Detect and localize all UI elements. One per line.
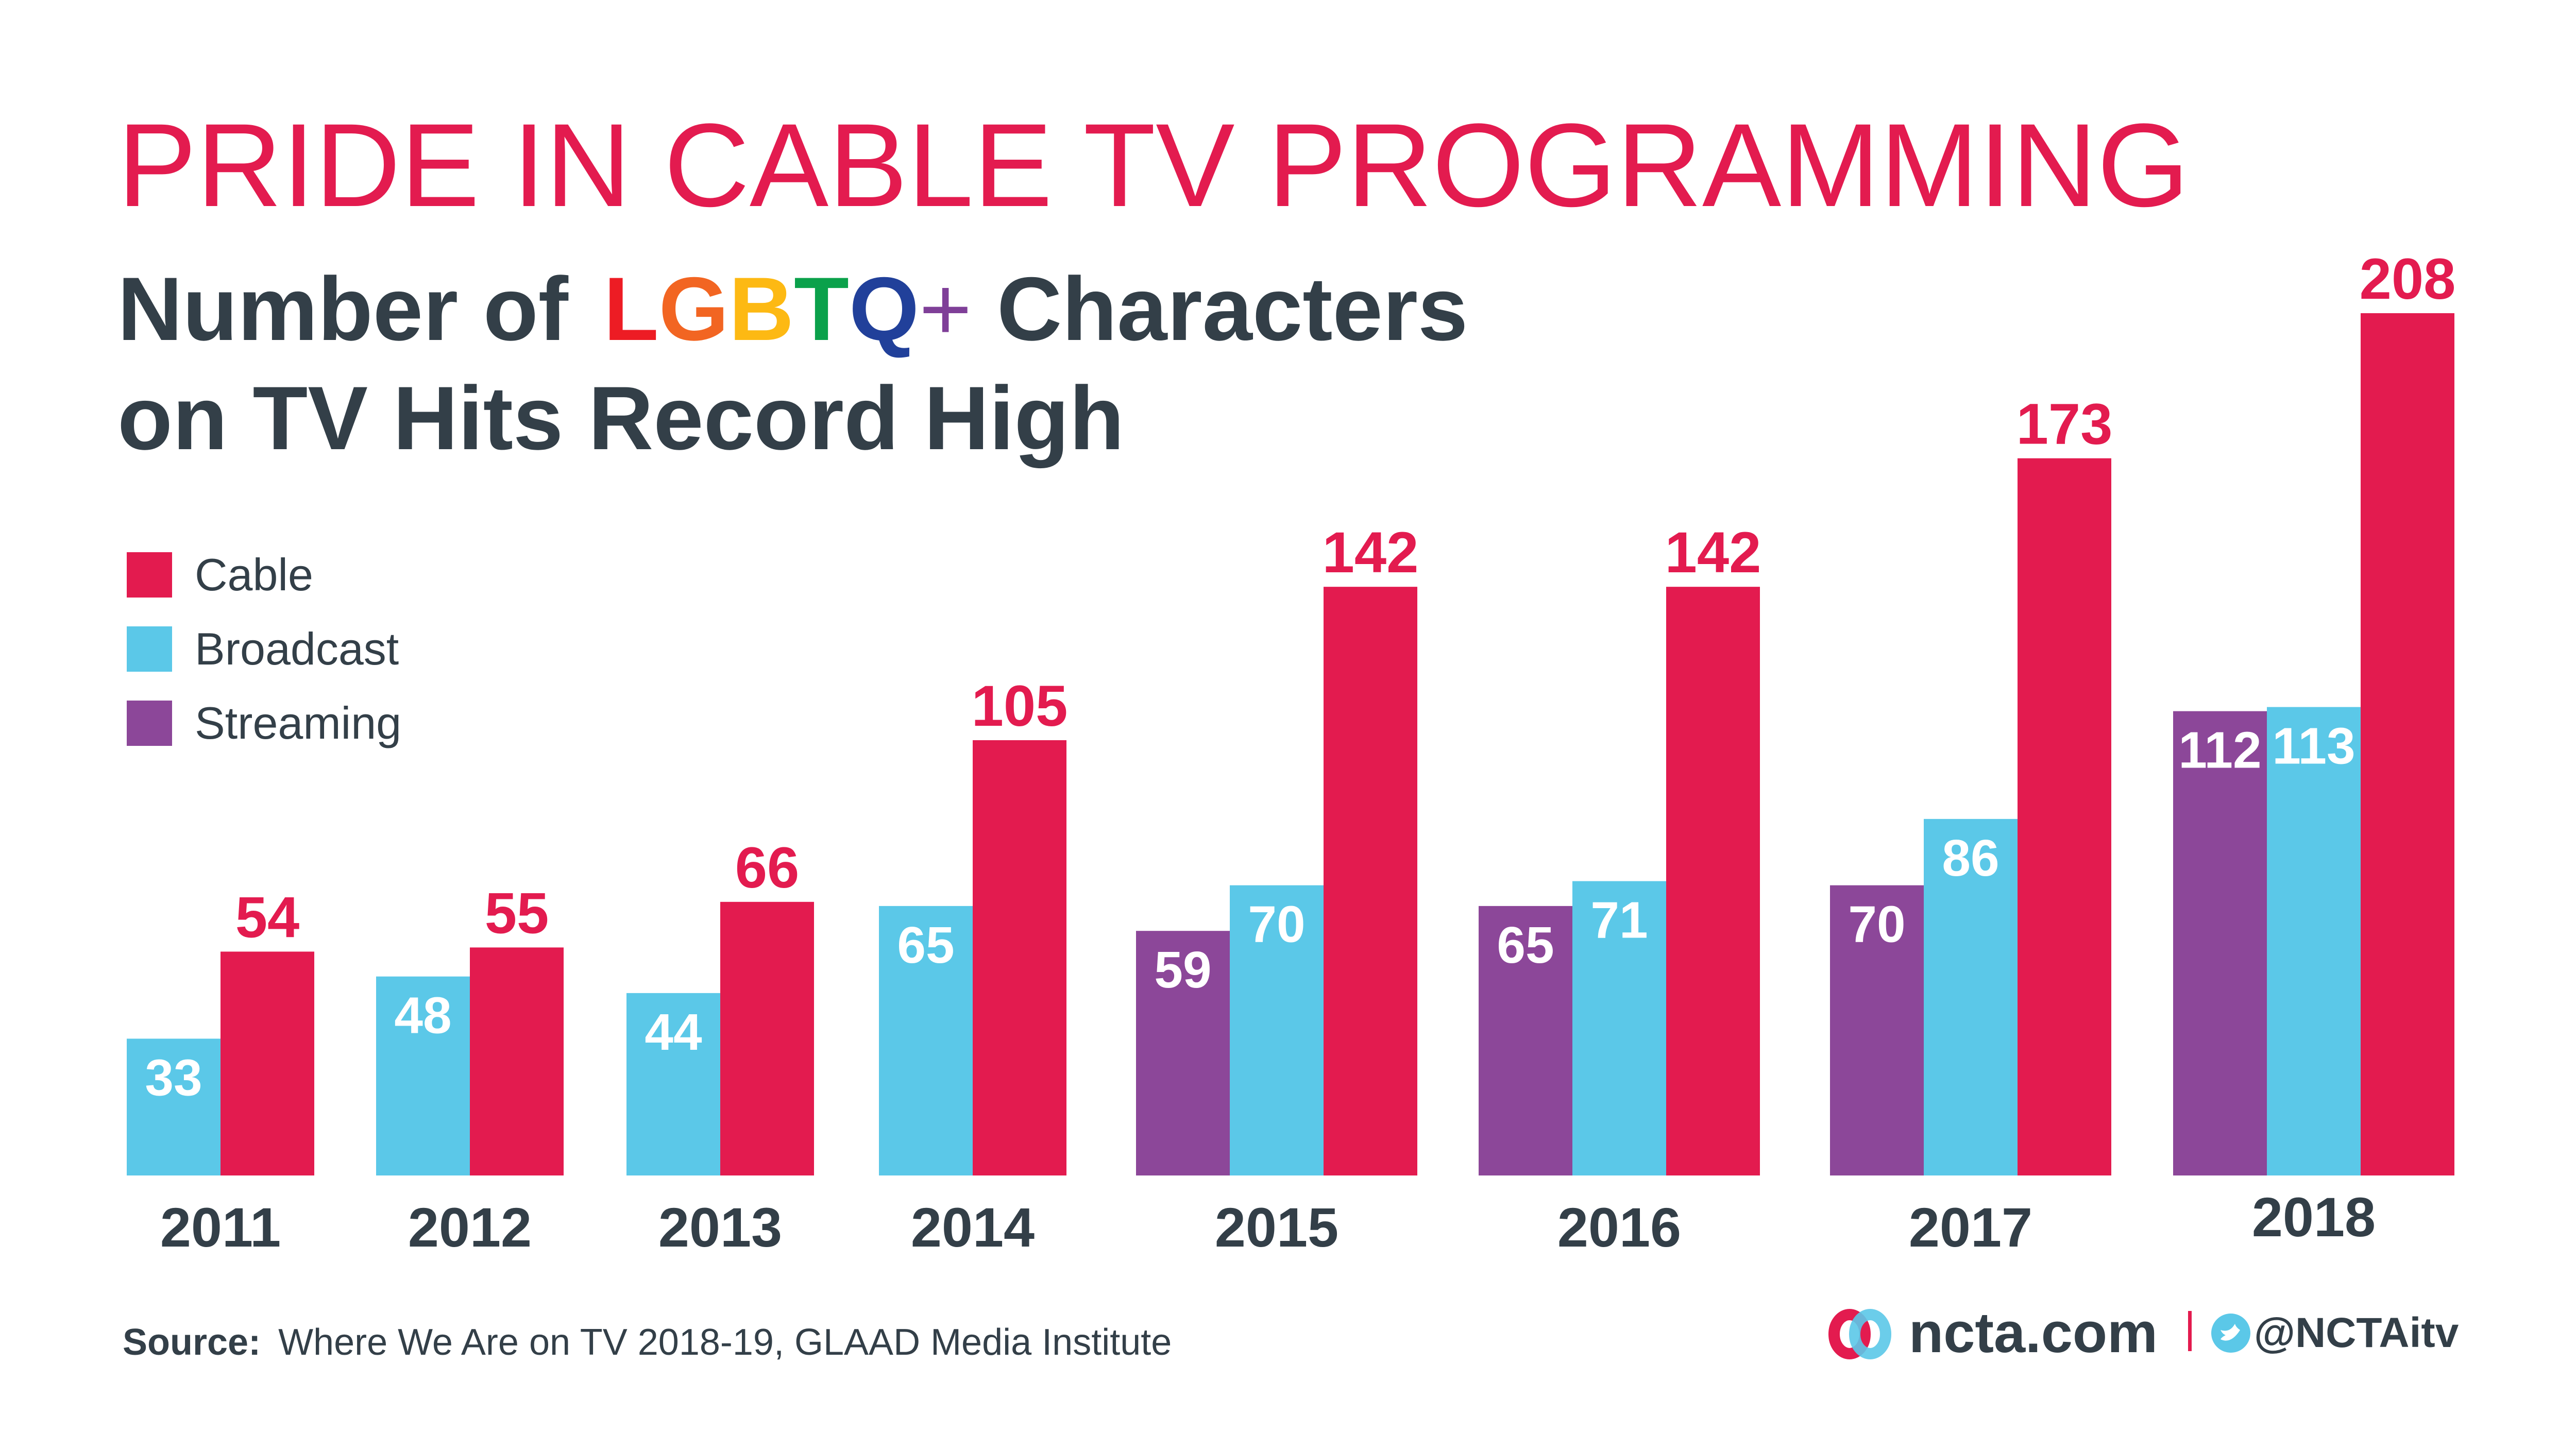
bar-streaming-2017	[1830, 885, 1924, 1175]
bar-streaming-2018	[2173, 711, 2267, 1175]
page-title: PRIDE IN CABLE TV PROGRAMMING	[117, 99, 2189, 231]
bar-broadcast-2016	[1572, 881, 1666, 1175]
value-label-streaming-2018: 112	[2178, 722, 2261, 779]
year-label-2018: 2018	[2252, 1186, 2376, 1248]
year-label-2012: 2012	[408, 1196, 532, 1258]
value-label-streaming-2016: 65	[1497, 916, 1554, 974]
value-label-cable-2012: 55	[485, 881, 549, 945]
bar-cable-2011	[221, 951, 314, 1175]
subtitle-letter: T	[794, 259, 849, 360]
subtitle-letter: B	[729, 259, 794, 360]
legend-swatch-cable	[127, 552, 172, 598]
legend-label-streaming: Streaming	[195, 697, 401, 748]
value-label-broadcast-2016: 71	[1590, 892, 1648, 949]
subtitle-letter: G	[659, 259, 729, 360]
bar-broadcast-2011	[127, 1038, 221, 1175]
year-label-2016: 2016	[1557, 1196, 1681, 1258]
bar-broadcast-2014	[879, 906, 973, 1175]
legend-label-broadcast: Broadcast	[195, 623, 399, 674]
footer-divider	[2188, 1311, 2192, 1351]
bar-broadcast-2015	[1230, 885, 1324, 1175]
subtitle-prefix: Number of	[117, 259, 569, 360]
bar-broadcast-2017	[1924, 819, 2018, 1175]
value-label-cable-2018: 208	[2360, 247, 2456, 311]
subtitle-line-1: Number of LGBTQ+ Characters	[117, 259, 1468, 360]
legend-label-cable: Cable	[195, 549, 313, 600]
value-label-streaming-2017: 70	[1848, 896, 1905, 953]
ncta-logo-icon	[1828, 1309, 1891, 1359]
subtitle-letter: L	[604, 259, 659, 360]
twitter-bird-icon	[2211, 1314, 2250, 1353]
value-label-cable-2017: 173	[2016, 392, 2113, 456]
brand-link[interactable]: ncta.com	[1909, 1301, 2158, 1365]
bar-cable-2016	[1666, 587, 1760, 1175]
bar-broadcast-2013	[626, 993, 720, 1175]
value-label-cable-2014: 105	[972, 674, 1068, 738]
legend-swatch-broadcast	[127, 626, 172, 672]
value-label-cable-2013: 66	[735, 836, 800, 900]
subtitle-line-2: on TV Hits Record High	[117, 368, 1124, 469]
legend-swatch-streaming	[127, 701, 172, 746]
bars: 33 54 2011 48 55 2012 44 66 2013 65 105 2014 59 70 142…	[127, 247, 2455, 1258]
value-label-streaming-2015: 59	[1154, 941, 1211, 999]
subtitle-lgbtq: LGBTQ+	[604, 259, 972, 360]
bar-cable-2014	[973, 740, 1066, 1175]
year-label-2013: 2013	[658, 1196, 782, 1258]
source-label: Source:	[123, 1322, 261, 1363]
bar-streaming-2015	[1136, 931, 1230, 1175]
bar-broadcast-2012	[376, 976, 470, 1175]
value-label-broadcast-2011: 33	[145, 1049, 202, 1106]
legend: Cable Broadcast Streaming	[127, 549, 401, 748]
value-label-broadcast-2015: 70	[1248, 896, 1305, 953]
twitter-handle-link[interactable]: @NCTAitv	[2254, 1309, 2459, 1356]
bar-streaming-2016	[1479, 906, 1572, 1175]
bar-cable-2012	[470, 947, 564, 1175]
source-text: Where We Are on TV 2018-19, GLAAD Media …	[278, 1322, 1172, 1363]
year-label-2014: 2014	[911, 1196, 1035, 1258]
subtitle-letter: +	[919, 259, 972, 360]
value-label-broadcast-2018: 113	[2272, 718, 2355, 775]
value-label-cable-2016: 142	[1665, 520, 1761, 585]
subtitle-suffix: Characters	[997, 259, 1468, 360]
bar-cable-2013	[720, 901, 814, 1175]
bar-cable-2017	[2018, 458, 2111, 1176]
bar-broadcast-2018	[2267, 707, 2361, 1175]
value-label-broadcast-2017: 86	[1942, 829, 1999, 887]
year-label-2011: 2011	[160, 1196, 281, 1258]
bar-cable-2018	[2361, 313, 2454, 1175]
value-label-broadcast-2014: 65	[897, 916, 954, 974]
value-label-broadcast-2012: 48	[394, 987, 451, 1045]
bar-cable-2015	[1324, 587, 1417, 1175]
value-label-cable-2011: 54	[235, 885, 300, 949]
value-label-broadcast-2013: 44	[645, 1003, 702, 1061]
source-note: Source: Where We Are on TV 2018-19, GLAA…	[123, 1322, 1172, 1363]
year-label-2017: 2017	[1909, 1196, 2032, 1258]
subtitle-letter: Q	[849, 259, 919, 360]
value-label-cable-2015: 142	[1323, 520, 1419, 585]
year-label-2015: 2015	[1215, 1196, 1338, 1258]
